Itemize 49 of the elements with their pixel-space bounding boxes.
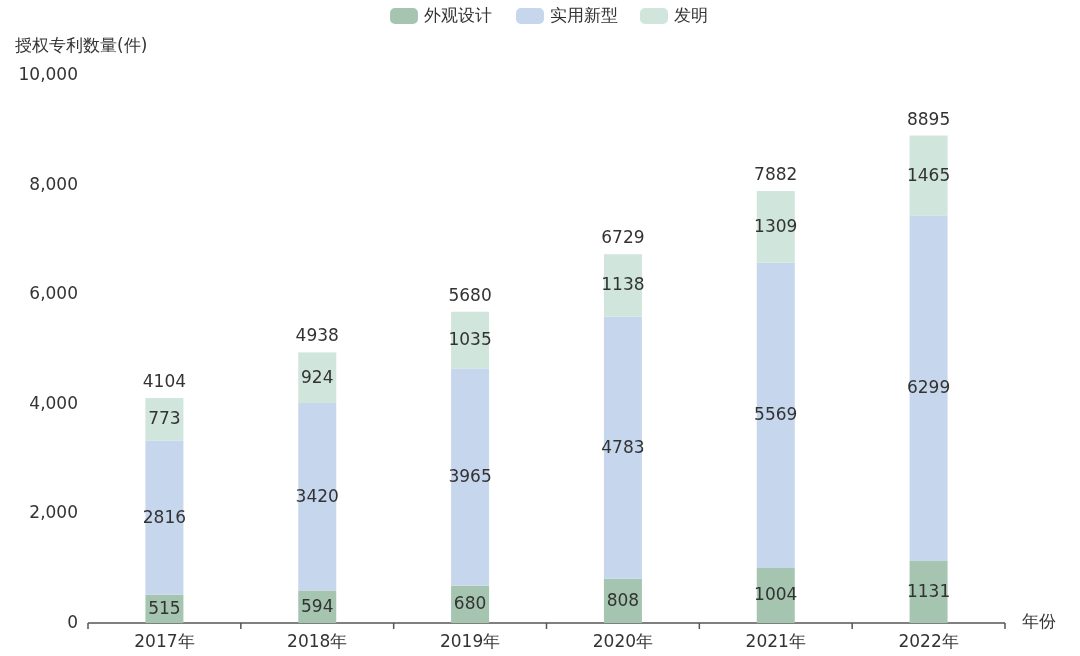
x-tick-label: 2019年: [439, 631, 501, 651]
data-label: 515: [148, 597, 181, 618]
y-tick-label: 8,000: [29, 173, 78, 194]
y-tick-label: 2,000: [29, 502, 78, 523]
bar: [603, 316, 642, 579]
y-tick-label: 0: [67, 612, 78, 632]
data-label: 6299: [906, 377, 951, 398]
y-tick-label: 4,000: [29, 392, 78, 413]
data-label: 3965: [448, 466, 492, 487]
total-label: 4104: [142, 371, 187, 392]
total-label: 5680: [448, 284, 492, 305]
bar: [451, 368, 490, 586]
data-label: 808: [606, 589, 640, 610]
bar: [756, 191, 795, 263]
bar: [603, 254, 642, 317]
data-label: 680: [453, 593, 487, 614]
bar: [298, 352, 337, 404]
data-label: 773: [148, 408, 181, 429]
x-axis-title: 年份: [1022, 611, 1056, 631]
legend-label: 实用新型: [550, 5, 618, 25]
total-label: 7882: [754, 164, 798, 185]
x-tick-label: 2022年: [898, 631, 959, 651]
x-tick-label: 2017年: [134, 631, 195, 651]
x-tick-label: 2020年: [592, 631, 654, 651]
total-label: 6729: [601, 227, 645, 248]
data-label: 594: [301, 595, 334, 616]
x-tick-label: 2021年: [745, 631, 806, 651]
data-label: 924: [301, 366, 334, 387]
x-tick-label: 2018年: [287, 631, 348, 651]
bar: [909, 215, 948, 562]
y-axis-title: 授权专利数量(件): [15, 35, 148, 55]
bar: [909, 135, 948, 216]
total-label: 8895: [906, 108, 951, 129]
legend-label: 发明: [674, 5, 708, 25]
data-label: 5569: [754, 404, 798, 425]
bar: [756, 262, 795, 568]
data-label: 1309: [754, 215, 798, 236]
y-tick-label: 6,000: [29, 283, 78, 304]
total-label: 4938: [295, 325, 339, 346]
legend-label: 外观设计: [424, 5, 492, 25]
data-label: 1035: [448, 329, 492, 350]
bar: [298, 403, 337, 591]
data-label: 2816: [142, 506, 187, 527]
bar: [145, 440, 184, 595]
data-label: 4783: [601, 436, 645, 457]
y-tick-label: 10,000: [18, 64, 78, 84]
data-label: 1138: [601, 274, 645, 295]
data-label: 1465: [906, 164, 951, 185]
data-label: 3420: [295, 485, 339, 506]
